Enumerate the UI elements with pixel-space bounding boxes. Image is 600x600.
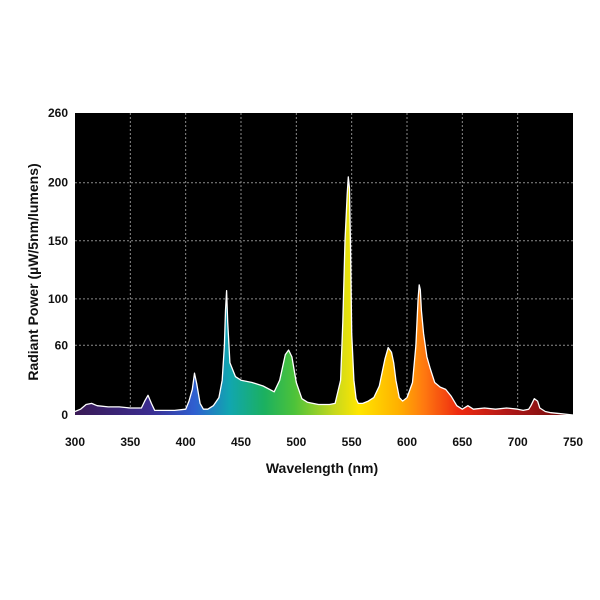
- x-tick-label-600: 600: [397, 435, 417, 449]
- spectrum-line: [74, 176, 574, 416]
- y-tick-labels: 0 60 100 150 200 260: [48, 106, 68, 422]
- x-tick-label-550: 550: [342, 435, 362, 449]
- x-tick-label-700: 700: [508, 435, 528, 449]
- plot-background: [75, 113, 573, 415]
- x-tick-label-650: 650: [452, 435, 472, 449]
- x-axis-title: Wavelength (nm): [266, 460, 378, 476]
- x-tick-label-500: 500: [286, 435, 306, 449]
- x-tick-label-400: 400: [176, 435, 196, 449]
- x-tick-label-300: 300: [65, 435, 85, 449]
- y-tick-label-260: 260: [48, 106, 68, 120]
- x-tick-label-750: 750: [563, 435, 583, 449]
- y-tick-label-150: 150: [48, 234, 68, 248]
- y-tick-label-0: 0: [61, 408, 68, 422]
- x-tick-labels: 300 350 400 450 500 550 600 650 700 750: [65, 435, 583, 449]
- x-tick-label-450: 450: [231, 435, 251, 449]
- y-axis-title: Radiant Power (µW/5nm/lumens): [25, 163, 41, 380]
- x-tick-label-350: 350: [120, 435, 140, 449]
- y-tick-label-200: 200: [48, 176, 68, 190]
- grid-lines: [75, 113, 573, 415]
- y-tick-label-100: 100: [48, 292, 68, 306]
- y-tick-label-60: 60: [55, 338, 69, 352]
